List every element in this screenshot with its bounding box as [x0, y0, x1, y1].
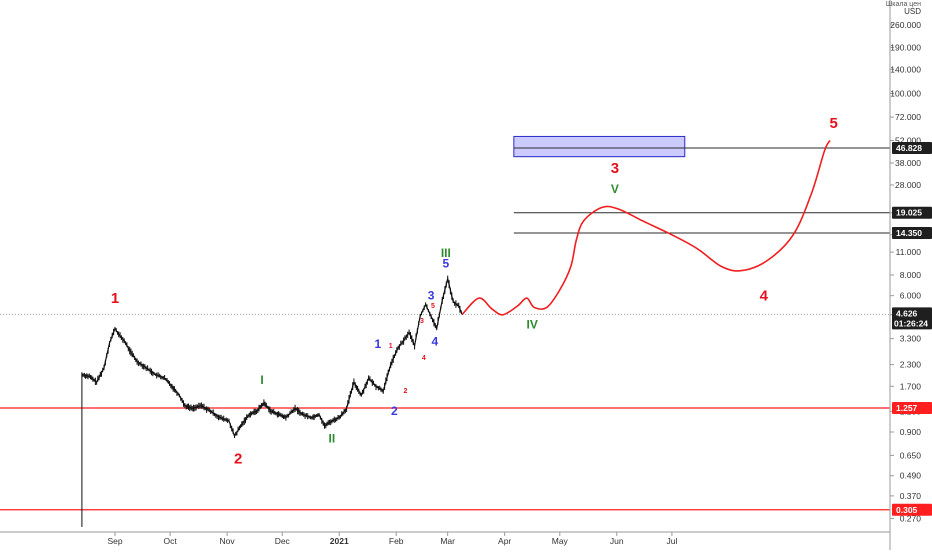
x-tick-label: 2021 — [330, 536, 349, 546]
countdown-text: 01:26:24 — [894, 318, 928, 328]
scale-caption: Шкала цен — [886, 1, 921, 8]
y-tick-label: 0.270 — [900, 514, 922, 524]
wave-label-1: 1 — [374, 337, 381, 351]
price-badge-text: 1.257 — [896, 403, 918, 413]
y-tick-label: 11.000 — [896, 247, 922, 257]
current-price-text: 4.626 — [896, 308, 918, 318]
wave-label-II: II — [329, 431, 336, 445]
wave-label-3: 3 — [611, 160, 619, 177]
y-tick-label: 260.000 — [890, 20, 921, 30]
wave-label-5: 5 — [829, 115, 837, 132]
wave-label-3: 3 — [420, 318, 424, 325]
y-tick-label: 38.000 — [895, 158, 921, 168]
x-tick-label: Feb — [389, 536, 404, 546]
price-badge-text: 19.025 — [896, 208, 922, 218]
price-badge-text: 0.305 — [896, 505, 918, 515]
current-price-badge — [892, 307, 932, 330]
x-tick-label: Sep — [107, 536, 122, 546]
price-badge-46.828 — [892, 142, 932, 154]
y-tick-label: 0.900 — [900, 427, 922, 437]
y-tick-label: 6.000 — [900, 291, 922, 301]
wave-label-3: 3 — [428, 288, 435, 302]
wave-label-2: 2 — [391, 404, 398, 418]
y-tick-label: 140.000 — [890, 64, 921, 74]
y-tick-label: 0.650 — [900, 450, 922, 460]
x-tick-label: Apr — [498, 536, 511, 546]
y-tick-label: 3.300 — [900, 334, 922, 344]
y-tick-label: 28.000 — [895, 180, 921, 190]
y-tick-label: 0.490 — [900, 471, 922, 481]
wave-label-4: 4 — [422, 355, 426, 362]
y-tick-label: 8.000 — [900, 270, 922, 280]
x-tick-label: Jun — [610, 536, 624, 546]
wave-label-1: 1 — [111, 290, 119, 307]
target-zone — [513, 135, 686, 158]
price-badge-text: 14.350 — [896, 228, 922, 238]
x-tick-label: Dec — [275, 536, 291, 546]
projection-curve — [461, 140, 831, 316]
wave-label-IV: IV — [527, 317, 538, 331]
x-tick-label: Jul — [666, 536, 677, 546]
wave-label-4: 4 — [760, 288, 769, 305]
y-tick-label: 100.000 — [890, 88, 921, 98]
wave-label-V: V — [611, 182, 619, 196]
x-tick-label: Mar — [440, 536, 455, 546]
x-tick-label: May — [552, 536, 569, 546]
y-tick-label: 52.000 — [895, 135, 921, 145]
wave-label-2: 2 — [403, 388, 407, 395]
price-badge-1.257 — [892, 402, 932, 414]
price-badge-0.305 — [892, 503, 932, 516]
price-badge-text: 46.828 — [896, 143, 922, 153]
price-line — [81, 278, 463, 437]
y-tick-label: 72.000 — [895, 112, 921, 122]
currency-label: USD — [904, 7, 921, 16]
wave-label-5: 5 — [431, 303, 435, 310]
price-badge-19.025 — [892, 206, 932, 219]
x-tick-label: Oct — [164, 536, 178, 546]
y-tick-label: 2.300 — [900, 360, 922, 370]
y-tick-label: 1.700 — [900, 381, 922, 391]
wave-label-2: 2 — [234, 451, 242, 468]
wave-label-1: 1 — [389, 343, 393, 350]
y-tick-label: 0.370 — [900, 491, 922, 501]
price-badge-14.350 — [892, 227, 932, 240]
wave-label-I: I — [260, 373, 263, 387]
x-tick-label: Nov — [220, 536, 236, 546]
wave-label-4: 4 — [431, 334, 438, 348]
y-tick-label: 190.000 — [890, 42, 921, 52]
wave-label-III: III — [441, 246, 451, 260]
price-axis-panel[interactable] — [890, 0, 932, 532]
wave-label-5: 5 — [442, 256, 449, 270]
